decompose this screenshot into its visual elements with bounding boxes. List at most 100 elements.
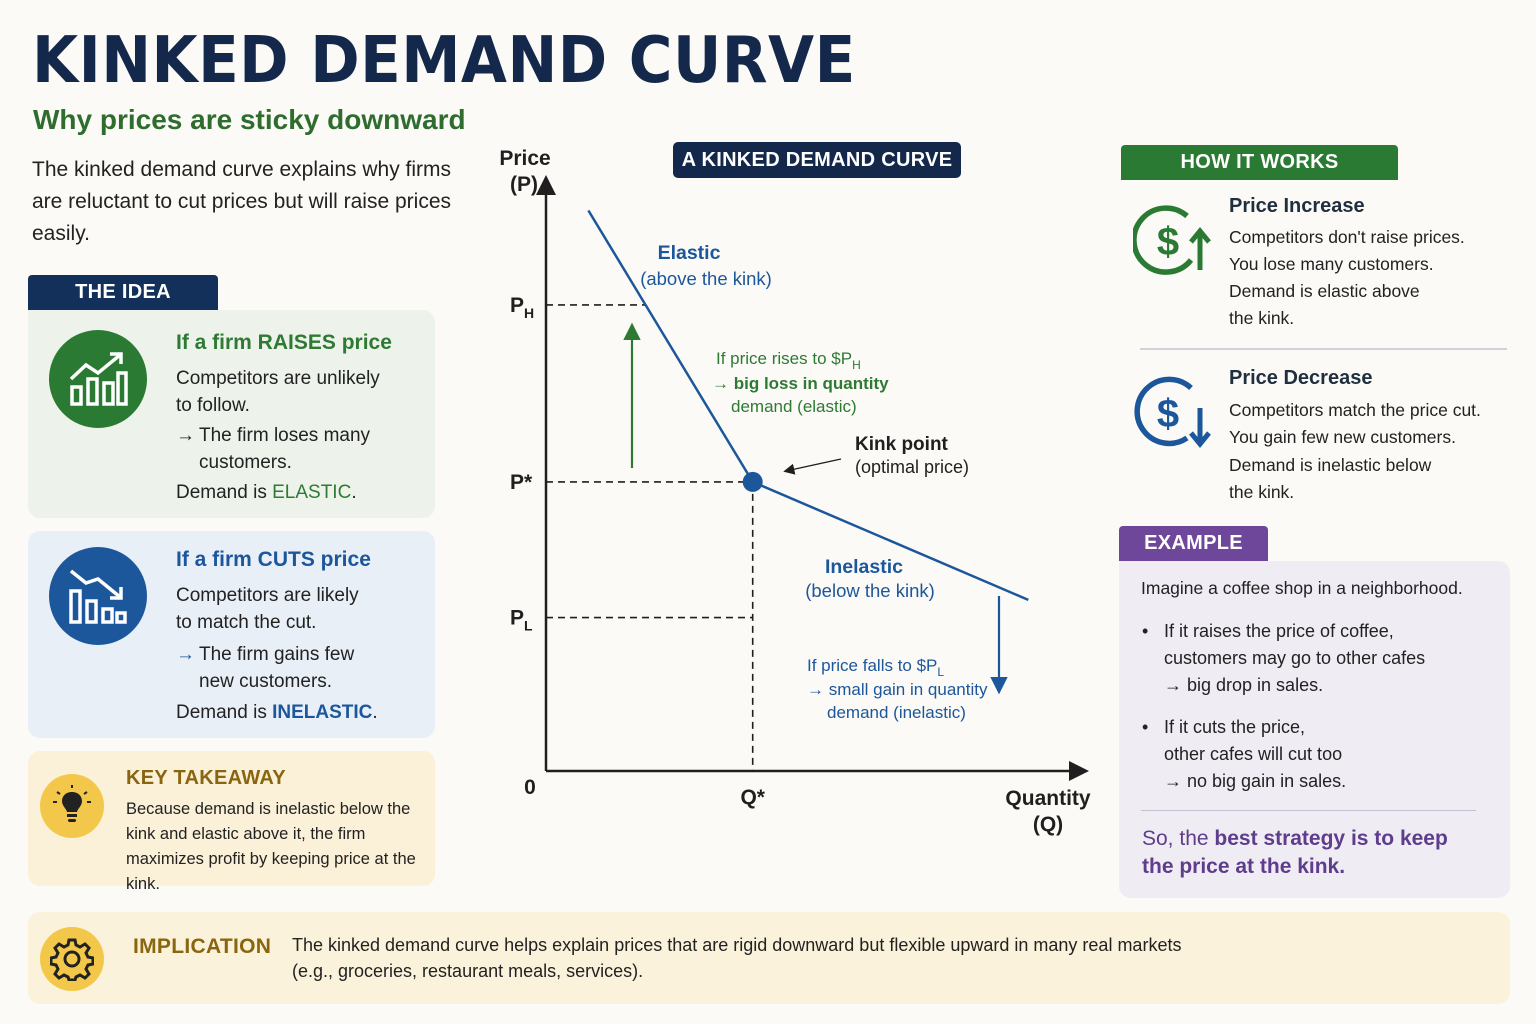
kinked-demand-chart: Price (P) Quantity (Q) 0 PH P* PL Q* Ela… [499,147,1091,836]
rise-annotation-sub: H [852,358,861,372]
price-decrease-line4: the kink. [1229,482,1295,502]
rise-annotation-line1: If price rises to $PH [716,349,861,372]
kink-pointer-arrow [783,458,842,475]
dollar-up-icon: $ [1131,202,1215,278]
raise-line1: Competitors are unlikely [176,368,380,389]
raise-demand-value: ELASTIC [272,482,352,503]
tick-ph-sub: H [524,305,534,321]
key-takeaway-text: Because demand is inelastic below the ki… [126,800,416,893]
cut-line3: The firm gains few [199,644,355,665]
tick-label-ph: PH [510,294,534,321]
example-tag: EXAMPLE [1119,526,1268,561]
example-intro: Imagine a coffee shop in a neighborhood. [1141,578,1463,598]
rise-annotation-line2: → big loss in quantity [712,374,889,393]
raise-line4: customers. [199,452,292,473]
elastic-label: Elastic [658,242,721,264]
example-bullet2-line2: other cafes will cut too [1164,744,1343,764]
tick-pl-main: P [510,607,524,630]
example-card [1119,561,1510,898]
cut-demand-suffix: . [372,702,378,723]
elastic-segment [587,209,754,483]
example-conclusion-pre: So, the [1142,827,1215,850]
example-bullet1-line3: → big drop in sales. [1164,675,1324,695]
example-bullet1-line1: • If it raises the price of coffee, [1142,618,1394,645]
price-increase-line1: Competitors don't raise prices. [1229,227,1465,247]
intro-text: The kinked demand curve explains why fir… [32,158,452,245]
cut-demand-value: INELASTIC [272,702,373,723]
x-axis-label-line1: Quantity [1005,787,1090,810]
example-divider [1141,810,1476,811]
raise-line2: to follow. [176,395,250,416]
svg-text:$: $ [1157,392,1179,436]
cut-demand: Demand is INELASTIC. [176,699,378,726]
svg-text:$: $ [1157,220,1179,264]
how-it-works-tag: HOW IT WORKS [1121,145,1398,180]
chart-tag: A KINKED DEMAND CURVE [673,142,961,178]
bullet-dot: • [1142,621,1149,641]
price-increase-title: Price Increase [1229,195,1365,217]
cut-line4: new customers. [199,671,333,692]
implication-card [28,912,1510,1004]
example-conclusion-bold: best strategy is to keep the price at th… [1142,827,1448,878]
rise-annotation-line3: demand (elastic) [731,397,857,416]
cut-line1: Competitors are likely [176,585,359,606]
fall-annotation-line3: demand (inelastic) [827,703,966,722]
example-bullet1-text1: If it raises the price of coffee, [1164,621,1394,641]
inelastic-sublabel: (below the kink) [805,580,935,601]
kink-point [742,471,763,492]
tick-label-pstar: P* [510,471,533,494]
kink-label: Kink point [855,434,949,455]
example-bullet2-text1: If it cuts the price, [1164,717,1306,737]
implication-line1: The kinked demand curve helps explain pr… [292,935,1182,955]
fall-annotation-sub: L [937,665,944,679]
inelastic-label: Inelastic [825,556,903,578]
inelastic-segment [752,480,1029,602]
gear-icon [40,927,104,991]
x-axis-label-line2: (Q) [1033,813,1063,836]
bar-chart-up-icon [49,330,147,428]
bar-chart-down-icon [49,547,147,645]
price-decrease-line2: You gain few new customers. [1229,427,1456,447]
tick-label-pl: PL [510,607,533,634]
kink-sublabel: (optimal price) [855,457,969,477]
cut-line2: to match the cut. [176,612,317,633]
example-bullet2-line3: → no big gain in sales. [1164,771,1347,791]
elastic-sublabel: (above the kink) [640,268,772,289]
example-conclusion: So, the best strategy is to keep the pri… [1142,825,1472,881]
example-bullet2-line1: • If it cuts the price, [1142,714,1306,741]
how-divider [1140,348,1507,350]
origin-label: 0 [524,776,536,799]
bullet-dot: • [1142,717,1149,737]
raise-demand-suffix: . [351,482,357,503]
cut-arrow: → [176,644,195,665]
page-title: KINKED DEMAND CURVE [32,24,856,98]
dollar-down-icon: $ [1133,372,1215,452]
price-decrease-title: Price Decrease [1229,367,1373,389]
price-decrease-line3: Demand is inelastic below [1229,455,1432,475]
tick-label-qstar: Q* [740,786,765,809]
price-increase-line2: You lose many customers. [1229,254,1434,274]
fall-annotation-line1: If price falls to $PL [807,656,944,679]
page-subtitle: Why prices are sticky downward [33,104,466,135]
raise-line3: The firm loses many [199,425,371,446]
fall-annotation-main: If price falls to $P [807,656,937,675]
price-decrease-line1: Competitors match the price cut. [1229,400,1481,420]
fall-annotation-line2: → small gain in quantity [807,680,988,699]
key-takeaway-title: KEY TAKEAWAY [126,767,286,789]
raise-arrow: → [176,425,195,446]
raise-demand: Demand is ELASTIC. [176,479,357,506]
lightbulb-icon [40,774,104,838]
cut-demand-prefix: Demand is [176,702,273,723]
price-increase-line4: the kink. [1229,308,1295,328]
rise-annotation-main: If price rises to $P [716,349,852,368]
tick-pl-sub: L [524,618,533,634]
implication-title: IMPLICATION [133,935,272,958]
raise-title: If a firm RAISES price [176,331,392,354]
cut-title: If a firm CUTS price [176,548,371,571]
y-axis-label-line1: Price [499,147,550,170]
example-bullet1-line2: customers may go to other cafes [1164,648,1426,668]
implication-line2: (e.g., groceries, restaurant meals, serv… [292,961,644,981]
price-increase-line3: Demand is elastic above [1229,281,1420,301]
tick-ph-main: P [510,294,524,317]
y-axis-label-line2: (P) [510,173,538,196]
